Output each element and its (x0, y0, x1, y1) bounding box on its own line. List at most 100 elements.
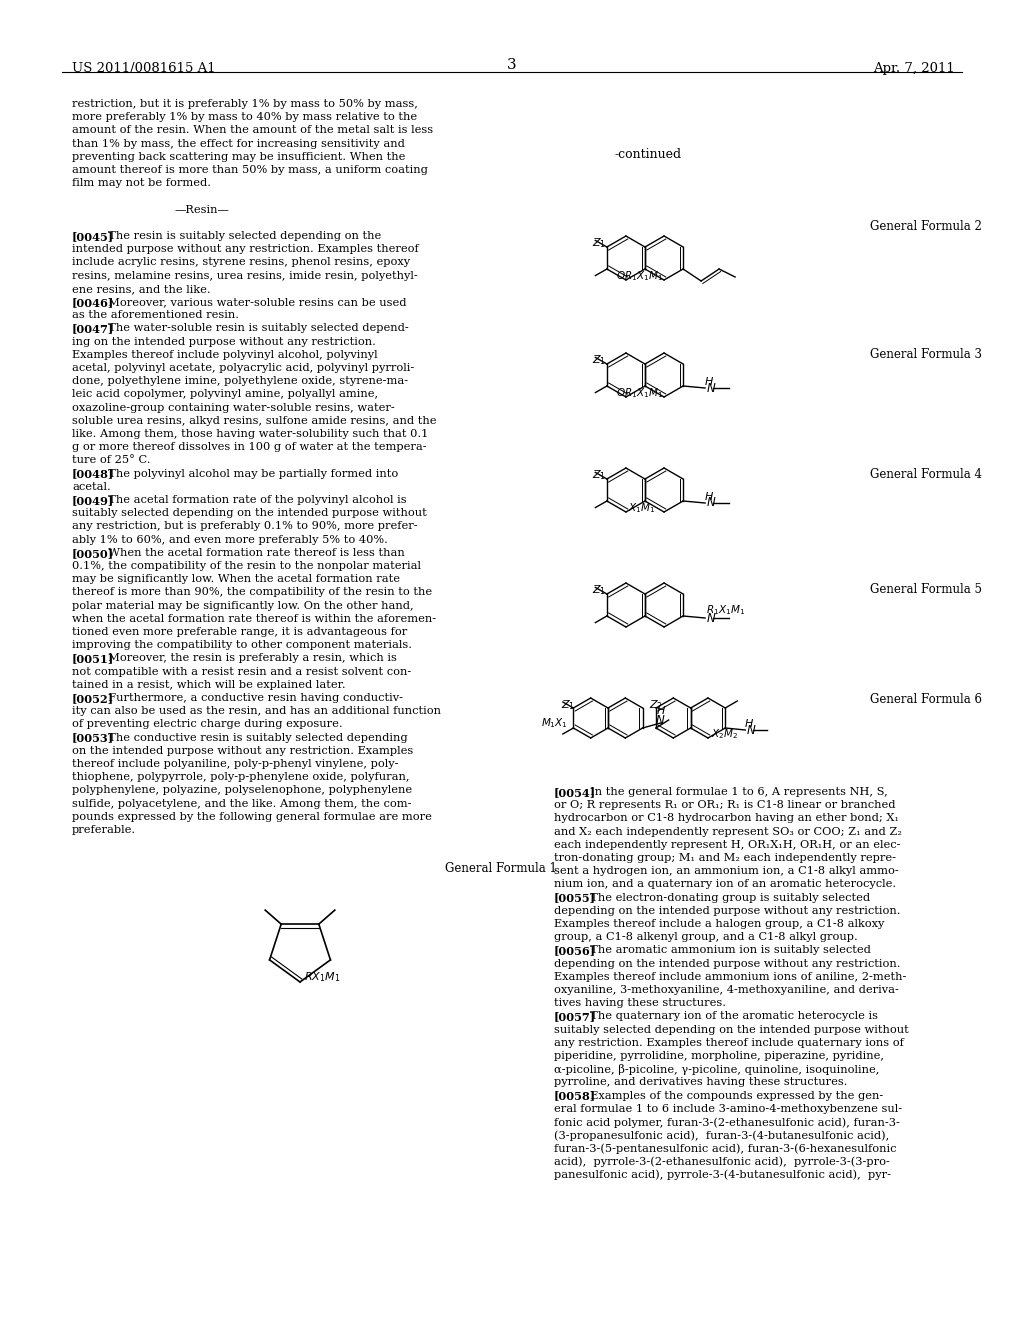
Text: $X_1M_1$: $X_1M_1$ (628, 502, 655, 515)
Text: sulfide, polyacetylene, and the like. Among them, the com-: sulfide, polyacetylene, and the like. Am… (72, 799, 412, 809)
Text: General Formula 6: General Formula 6 (870, 693, 982, 706)
Text: when the acetal formation rate thereof is within the aforemen-: when the acetal formation rate thereof i… (72, 614, 436, 624)
Text: $R_1X_1M_1$: $R_1X_1M_1$ (707, 603, 745, 616)
Text: tron-donating group; M₁ and M₂ each independently repre-: tron-donating group; M₁ and M₂ each inde… (554, 853, 896, 863)
Text: on the intended purpose without any restriction. Examples: on the intended purpose without any rest… (72, 746, 414, 756)
Text: amount of the resin. When the amount of the metal salt is less: amount of the resin. When the amount of … (72, 125, 433, 136)
Text: polyphenylene, polyazine, polyselenophone, polyphenylene: polyphenylene, polyazine, polyselenophon… (72, 785, 412, 796)
Text: not compatible with a resist resin and a resist solvent con-: not compatible with a resist resin and a… (72, 667, 412, 677)
Text: General Formula 2: General Formula 2 (870, 220, 982, 234)
Text: [0049]: [0049] (72, 495, 115, 506)
Text: $OR_1X_1M_1$: $OR_1X_1M_1$ (616, 269, 664, 282)
Text: like. Among them, those having water-solubility such that 0.1: like. Among them, those having water-sol… (72, 429, 428, 440)
Text: film may not be formed.: film may not be formed. (72, 178, 211, 189)
Text: improving the compatibility to other component materials.: improving the compatibility to other com… (72, 640, 412, 651)
Text: fonic acid polymer, furan-3-(2-ethanesulfonic acid), furan-3-: fonic acid polymer, furan-3-(2-ethanesul… (554, 1117, 900, 1127)
Text: [0045]: [0045] (72, 231, 114, 242)
Text: [0050]: [0050] (72, 548, 114, 558)
Text: may be significantly low. When the acetal formation rate: may be significantly low. When the aceta… (72, 574, 400, 585)
Text: [0052]: [0052] (72, 693, 114, 704)
Text: [0055]: [0055] (554, 892, 596, 904)
Text: thereof include polyaniline, poly-p-phenyl vinylene, poly-: thereof include polyaniline, poly-p-phen… (72, 759, 398, 770)
Text: done, polyethylene imine, polyethylene oxide, styrene-ma-: done, polyethylene imine, polyethylene o… (72, 376, 409, 387)
Text: The acetal formation rate of the polyvinyl alcohol is: The acetal formation rate of the polyvin… (101, 495, 407, 506)
Text: tained in a resist, which will be explained later.: tained in a resist, which will be explai… (72, 680, 346, 690)
Text: $Z_1$: $Z_1$ (592, 469, 606, 482)
Text: preventing back scattering may be insufficient. When the: preventing back scattering may be insuff… (72, 152, 406, 162)
Text: suitably selected depending on the intended purpose without: suitably selected depending on the inten… (72, 508, 427, 519)
Text: thereof is more than 90%, the compatibility of the resin to the: thereof is more than 90%, the compatibil… (72, 587, 432, 598)
Text: [0057]: [0057] (554, 1011, 596, 1023)
Text: ene resins, and the like.: ene resins, and the like. (72, 284, 211, 294)
Text: g or more thereof dissolves in 100 g of water at the tempera-: g or more thereof dissolves in 100 g of … (72, 442, 427, 453)
Text: [0048]: [0048] (72, 469, 115, 479)
Text: The resin is suitably selected depending on the: The resin is suitably selected depending… (101, 231, 381, 242)
Text: General Formula 1: General Formula 1 (445, 862, 557, 875)
Text: $Z_1$: $Z_1$ (592, 352, 606, 367)
Text: [0058]: [0058] (554, 1090, 596, 1102)
Text: Moreover, various water-soluble resins can be used: Moreover, various water-soluble resins c… (101, 297, 407, 308)
Text: $N$: $N$ (746, 723, 757, 737)
Text: -continued: -continued (614, 148, 682, 161)
Text: General Formula 3: General Formula 3 (870, 348, 982, 360)
Text: of preventing electric charge during exposure.: of preventing electric charge during exp… (72, 719, 343, 730)
Text: $X_2M_2$: $X_2M_2$ (711, 727, 738, 741)
Text: [0053]: [0053] (72, 733, 114, 743)
Text: acetal, polyvinyl acetate, polyacrylic acid, polyvinyl pyrroli-: acetal, polyvinyl acetate, polyacrylic a… (72, 363, 415, 374)
Text: amount thereof is more than 50% by mass, a uniform coating: amount thereof is more than 50% by mass,… (72, 165, 428, 176)
Text: thiophene, polypyrrole, poly-p-phenylene oxide, polyfuran,: thiophene, polypyrrole, poly-p-phenylene… (72, 772, 410, 783)
Text: (3-propanesulfonic acid),  furan-3-(4-butanesulfonic acid),: (3-propanesulfonic acid), furan-3-(4-but… (554, 1130, 889, 1140)
Text: hydrocarbon or C1-8 hydrocarbon having an ether bond; X₁: hydrocarbon or C1-8 hydrocarbon having a… (554, 813, 899, 824)
Text: acid),  pyrrole-3-(2-ethanesulfonic acid),  pyrrole-3-(3-pro-: acid), pyrrole-3-(2-ethanesulfonic acid)… (554, 1156, 890, 1167)
Text: pyrroline, and derivatives having these structures.: pyrroline, and derivatives having these … (554, 1077, 848, 1088)
Text: —Resin—: —Resin— (174, 205, 229, 215)
Text: $Z_1$: $Z_1$ (592, 236, 606, 249)
Text: $H$: $H$ (705, 490, 714, 502)
Text: preferable.: preferable. (72, 825, 136, 836)
Text: restriction, but it is preferably 1% by mass to 50% by mass,: restriction, but it is preferably 1% by … (72, 99, 418, 110)
Text: $N$: $N$ (655, 714, 666, 726)
Text: $N$: $N$ (707, 496, 717, 510)
Text: $H$: $H$ (705, 375, 714, 387)
Text: $N$: $N$ (707, 611, 717, 624)
Text: furan-3-(5-pentanesulfonic acid), furan-3-(6-hexanesulfonic: furan-3-(5-pentanesulfonic acid), furan-… (554, 1143, 896, 1154)
Text: oxyaniline, 3-methoxyaniline, 4-methoxyaniline, and deriva-: oxyaniline, 3-methoxyaniline, 4-methoxya… (554, 985, 899, 995)
Text: The water-soluble resin is suitably selected depend-: The water-soluble resin is suitably sele… (101, 323, 409, 334)
Text: Furthermore, a conductive resin having conductiv-: Furthermore, a conductive resin having c… (101, 693, 403, 704)
Text: 3: 3 (507, 58, 517, 73)
Text: and X₂ each independently represent SO₃ or COO; Z₁ and Z₂: and X₂ each independently represent SO₃ … (554, 826, 902, 837)
Text: $OR_1X_1M_1$: $OR_1X_1M_1$ (616, 387, 664, 400)
Text: The conductive resin is suitably selected depending: The conductive resin is suitably selecte… (101, 733, 408, 743)
Text: When the acetal formation rate thereof is less than: When the acetal formation rate thereof i… (101, 548, 404, 558)
Text: acetal.: acetal. (72, 482, 111, 492)
Text: Examples thereof include polyvinyl alcohol, polyvinyl: Examples thereof include polyvinyl alcoh… (72, 350, 378, 360)
Text: [0051]: [0051] (72, 653, 115, 664)
Text: tives having these structures.: tives having these structures. (554, 998, 726, 1008)
Text: leic acid copolymer, polyvinyl amine, polyallyl amine,: leic acid copolymer, polyvinyl amine, po… (72, 389, 378, 400)
Text: or O; R represents R₁ or OR₁; R₁ is C1-8 linear or branched: or O; R represents R₁ or OR₁; R₁ is C1-8… (554, 800, 896, 810)
Text: depending on the intended purpose without any restriction.: depending on the intended purpose withou… (554, 958, 900, 969)
Text: $H$: $H$ (744, 717, 755, 729)
Text: $RX_1M_1$: $RX_1M_1$ (304, 970, 340, 983)
Text: group, a C1-8 alkenyl group, and a C1-8 alkyl group.: group, a C1-8 alkenyl group, and a C1-8 … (554, 932, 858, 942)
Text: Apr. 7, 2011: Apr. 7, 2011 (873, 62, 955, 75)
Text: any restriction. Examples thereof include quaternary ions of: any restriction. Examples thereof includ… (554, 1038, 904, 1048)
Text: pounds expressed by the following general formulae are more: pounds expressed by the following genera… (72, 812, 432, 822)
Text: piperidine, pyrrolidine, morpholine, piperazine, pyridine,: piperidine, pyrrolidine, morpholine, pip… (554, 1051, 884, 1061)
Text: resins, melamine resins, urea resins, imide resin, polyethyl-: resins, melamine resins, urea resins, im… (72, 271, 418, 281)
Text: each independently represent H, OR₁X₁H, OR₁H, or an elec-: each independently represent H, OR₁X₁H, … (554, 840, 900, 850)
Text: $Z_1$: $Z_1$ (592, 583, 606, 597)
Text: panesulfonic acid), pyrrole-3-(4-butanesulfonic acid),  pyr-: panesulfonic acid), pyrrole-3-(4-butanes… (554, 1170, 891, 1180)
Text: General Formula 4: General Formula 4 (870, 469, 982, 480)
Text: nium ion, and a quaternary ion of an aromatic heterocycle.: nium ion, and a quaternary ion of an aro… (554, 879, 896, 890)
Text: eral formulae 1 to 6 include 3-amino-4-methoxybenzene sul-: eral formulae 1 to 6 include 3-amino-4-m… (554, 1104, 902, 1114)
Text: General Formula 5: General Formula 5 (870, 583, 982, 597)
Text: The electron-donating group is suitably selected: The electron-donating group is suitably … (583, 892, 870, 903)
Text: as the aforementioned resin.: as the aforementioned resin. (72, 310, 239, 321)
Text: Examples of the compounds expressed by the gen-: Examples of the compounds expressed by t… (583, 1090, 884, 1101)
Text: Examples thereof include ammonium ions of aniline, 2-meth-: Examples thereof include ammonium ions o… (554, 972, 906, 982)
Text: ably 1% to 60%, and even more preferably 5% to 40%.: ably 1% to 60%, and even more preferably… (72, 535, 388, 545)
Text: The polyvinyl alcohol may be partially formed into: The polyvinyl alcohol may be partially f… (101, 469, 398, 479)
Text: α-picoline, β-picoline, γ-picoline, quinoline, isoquinoline,: α-picoline, β-picoline, γ-picoline, quin… (554, 1064, 880, 1076)
Text: oxazoline-group containing water-soluble resins, water-: oxazoline-group containing water-soluble… (72, 403, 394, 413)
